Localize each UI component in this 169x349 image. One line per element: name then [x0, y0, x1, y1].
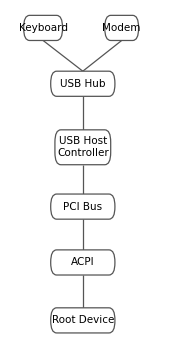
FancyBboxPatch shape — [51, 250, 115, 275]
FancyBboxPatch shape — [55, 130, 111, 165]
Text: ACPI: ACPI — [71, 258, 95, 267]
FancyBboxPatch shape — [105, 15, 139, 40]
Text: Modem: Modem — [102, 23, 141, 33]
Text: Keyboard: Keyboard — [19, 23, 68, 33]
Text: Root Device: Root Device — [52, 315, 114, 325]
FancyBboxPatch shape — [24, 15, 63, 40]
FancyBboxPatch shape — [51, 71, 115, 96]
Text: USB Hub: USB Hub — [60, 79, 106, 89]
Text: PCI Bus: PCI Bus — [63, 202, 102, 211]
Text: USB Host
Controller: USB Host Controller — [57, 136, 109, 158]
FancyBboxPatch shape — [51, 308, 115, 333]
FancyBboxPatch shape — [51, 194, 115, 219]
